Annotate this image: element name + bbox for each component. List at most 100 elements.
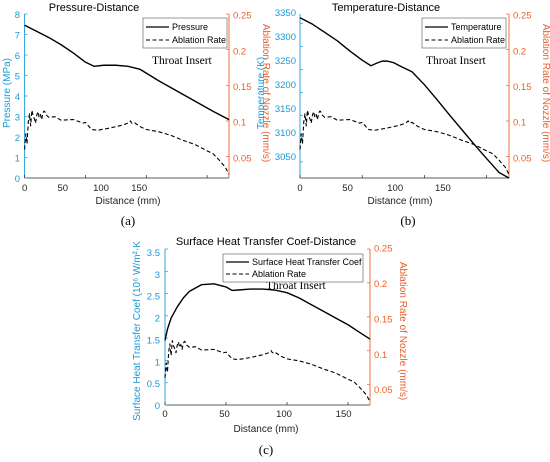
y-right-tick: 0.15 bbox=[513, 82, 532, 93]
x-tick: 150 bbox=[336, 409, 352, 420]
panel-b: Temperature-Distance 0 50 100 150 3050 3… bbox=[256, 2, 550, 228]
panel-caption: (c) bbox=[259, 442, 273, 457]
y-right-tick: 0.15 bbox=[374, 314, 393, 325]
legend-label-pressure: Pressure bbox=[172, 22, 208, 32]
series-line-ablation-rate bbox=[24, 109, 230, 175]
y-right-tick: 0.2 bbox=[233, 46, 246, 57]
x-axis-ticks: 0 50 100 150 bbox=[22, 183, 147, 194]
y-axis-label-right: Ablation Rate of Nozzle (mm/s) bbox=[397, 262, 408, 400]
panel-c: Surface Heat Transfer Coef-Distance 0 50… bbox=[132, 236, 408, 457]
y-right-ticks: 0.05 0.1 0.15 0.2 0.25 bbox=[233, 11, 252, 165]
y-right-tick: 0.25 bbox=[374, 244, 393, 255]
y-left-tick: 0.5 bbox=[147, 379, 160, 390]
plot-area bbox=[164, 248, 371, 406]
y-axis-label-left: Temperature (K) bbox=[256, 57, 267, 129]
legend: Temperature Ablation Rate bbox=[421, 17, 507, 49]
y-axis-label-right: Ablation Rate of Nozzle (mm/s) bbox=[260, 24, 271, 162]
y-right-tick: 0.05 bbox=[374, 385, 393, 396]
y-left-tick: 3350 bbox=[275, 8, 296, 19]
y-right-tick: 0.1 bbox=[513, 118, 526, 129]
y-axis-label-right: Ablation Rate of Nozzle (mm/s) bbox=[540, 24, 550, 162]
plot-area bbox=[24, 13, 230, 179]
panel-a: Pressure-Distance 0 50 100 150 0 1 2 3 4… bbox=[2, 2, 271, 228]
chart-title: Temperature-Distance bbox=[332, 2, 440, 14]
series-line-pressure bbox=[24, 24, 230, 121]
y-right-tick: 0.05 bbox=[513, 153, 532, 164]
y-left-tick: 5 bbox=[15, 72, 20, 83]
y-right-tick: 0.05 bbox=[233, 153, 252, 164]
legend-label-ablation-rate: Ablation Rate bbox=[252, 269, 306, 279]
y-right-ticks: 0.05 0.1 0.15 0.2 0.25 bbox=[374, 244, 393, 397]
y-left-tick: 0 bbox=[155, 401, 160, 412]
x-tick: 150 bbox=[131, 183, 147, 194]
panel-caption: (a) bbox=[121, 213, 135, 228]
y-right-tick: 0.2 bbox=[374, 279, 387, 290]
y-right-tick: 0.1 bbox=[233, 118, 246, 129]
y-left-tick: 3 bbox=[155, 270, 160, 281]
x-tick: 150 bbox=[435, 183, 451, 194]
plot-area bbox=[299, 13, 510, 179]
plot-areas bbox=[24, 13, 510, 406]
x-tick: 0 bbox=[162, 409, 167, 420]
y-left-tick: 6 bbox=[15, 51, 20, 62]
y-left-tick: 3 bbox=[15, 113, 20, 124]
y-left-tick: 3.5 bbox=[147, 248, 160, 259]
y-right-tick: 0.25 bbox=[513, 11, 532, 22]
x-tick: 100 bbox=[276, 409, 292, 420]
y-right-tick: 0.1 bbox=[374, 350, 387, 361]
legend-box bbox=[142, 17, 228, 49]
y-left-tick: 3200 bbox=[275, 80, 296, 91]
legend-box bbox=[421, 17, 507, 49]
y-right-ticks: 0.05 0.1 0.15 0.2 0.25 bbox=[513, 11, 532, 165]
y-left-tick: 0 bbox=[15, 174, 20, 185]
x-axis-label: Distance (mm) bbox=[367, 196, 432, 207]
x-tick: 50 bbox=[342, 183, 353, 194]
y-axis-label-left: Surface Heat Transfer Coef (10⁶ W/m²·K bbox=[132, 241, 143, 421]
y-left-tick: 2.5 bbox=[147, 292, 160, 303]
series-line-ablation-rate bbox=[164, 340, 371, 402]
y-left-ticks: 3050 3100 3150 3200 3250 3300 3350 bbox=[275, 8, 296, 163]
y-left-tick: 4 bbox=[15, 92, 20, 103]
x-tick: 0 bbox=[22, 183, 27, 194]
x-axis-label: Distance (mm) bbox=[233, 424, 298, 435]
x-tick: 100 bbox=[93, 183, 109, 194]
x-tick: 100 bbox=[387, 183, 403, 194]
legend: Pressure Ablation Rate bbox=[142, 17, 228, 49]
x-axis-label: Distance (mm) bbox=[95, 196, 160, 207]
y-left-tick: 8 bbox=[15, 10, 20, 21]
y-left-ticks: 0 1 2 3 4 5 6 7 8 bbox=[15, 10, 20, 185]
legend-box bbox=[222, 253, 364, 283]
x-tick: 50 bbox=[219, 409, 230, 420]
y-right-tick: 0.2 bbox=[513, 46, 526, 57]
x-axis-ticks: 0 50 100 150 bbox=[162, 409, 351, 420]
y-left-tick: 1 bbox=[155, 357, 160, 368]
x-axis-ticks: 0 50 100 150 bbox=[297, 183, 450, 194]
x-tick: 50 bbox=[58, 183, 69, 194]
series-line-ablation-rate bbox=[299, 109, 510, 175]
y-right-tick: 0.25 bbox=[233, 11, 252, 22]
y-left-tick: 1 bbox=[15, 154, 20, 165]
series-line-surface-heat-transfer-coef bbox=[164, 283, 371, 341]
throat-insert-annotation: Throat Insert bbox=[426, 55, 487, 67]
y-left-tick: 7 bbox=[15, 31, 20, 42]
chart-title: Surface Heat Transfer Coef-Distance bbox=[176, 236, 356, 248]
throat-insert-annotation: Throat Insert bbox=[266, 280, 327, 292]
legend: Surface Heat Transfer Coef Ablation Rate bbox=[222, 253, 364, 283]
legend-label-ablation-rate: Ablation Rate bbox=[451, 35, 505, 45]
x-tick: 0 bbox=[297, 183, 302, 194]
chart-title: Pressure-Distance bbox=[49, 2, 139, 14]
y-right-tick: 0.15 bbox=[233, 82, 252, 93]
y-left-tick: 3250 bbox=[275, 56, 296, 67]
y-left-tick: 3150 bbox=[275, 104, 296, 115]
legend-label-ablation-rate: Ablation Rate bbox=[172, 35, 226, 45]
y-left-tick: 3100 bbox=[275, 128, 296, 139]
y-left-tick: 2 bbox=[155, 314, 160, 325]
y-left-tick: 3050 bbox=[275, 152, 296, 163]
throat-insert-annotation: Throat Insert bbox=[152, 55, 213, 67]
legend-label-temperature: Temperature bbox=[451, 22, 502, 32]
panel-caption: (b) bbox=[400, 213, 415, 228]
y-left-tick: 2 bbox=[15, 133, 20, 144]
y-left-ticks: 0 0.5 1 1.5 2 2.5 3 3.5 bbox=[147, 248, 160, 412]
y-axis-label-left: Pressure (MPa) bbox=[2, 58, 13, 128]
